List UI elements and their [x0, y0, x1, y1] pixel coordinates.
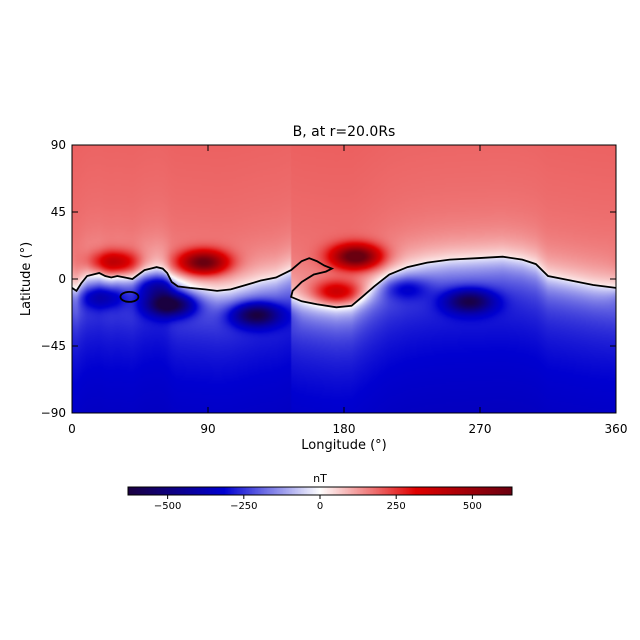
colorbar-ticks: −500 −250 0 250 500 [154, 495, 482, 512]
colorbar-label: nT [313, 472, 327, 485]
y-tick-label: 0 [58, 272, 66, 286]
colorbar-tick-label: −500 [154, 501, 181, 512]
y-axis: 90 45 0 −45 −90 [41, 138, 616, 420]
neutral-line [72, 255, 616, 309]
x-axis-label: Longitude (°) [301, 438, 386, 453]
x-axis: 0 90 180 270 360 [68, 145, 627, 436]
colorbar-tick-label: 250 [387, 501, 406, 512]
y-tick-label: −45 [41, 339, 66, 353]
y-tick-label: −90 [41, 406, 66, 420]
closed-neutral-contour [119, 290, 140, 303]
y-tick-label: 45 [51, 205, 66, 219]
x-tick-label: 0 [68, 422, 76, 436]
x-tick-label: 90 [200, 422, 215, 436]
x-tick-label: 270 [469, 422, 492, 436]
x-tick-label: 360 [605, 422, 628, 436]
y-tick-label: 90 [51, 138, 66, 152]
field-heatmap [72, 145, 616, 413]
colorbar-tick-label: 500 [463, 501, 482, 512]
x-tick-label: 180 [333, 422, 356, 436]
colorbar-tick-label: 0 [317, 501, 323, 512]
neutral-line-contours [72, 255, 616, 309]
chart-title: B, at r=20.0Rs [293, 124, 396, 140]
y-axis-label: Latitude (°) [19, 242, 34, 316]
colorbar [128, 487, 512, 495]
colorbar-tick-label: −250 [230, 501, 257, 512]
